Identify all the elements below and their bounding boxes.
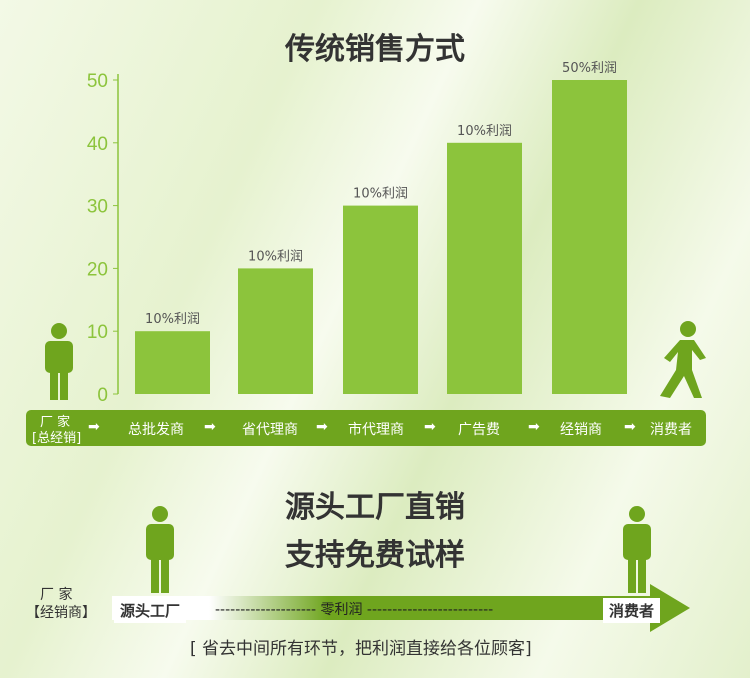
arrow-icon: ➡ (624, 419, 636, 435)
flow-item: 广告费 (458, 422, 500, 438)
y-tick-label: 40 (87, 134, 108, 155)
standing-person-icon (623, 506, 651, 593)
flow-item: 厂 家 (40, 415, 71, 430)
source-factory-box: 源头工厂 (114, 598, 187, 623)
bar (238, 268, 313, 394)
zero-profit-label: -------------------- 零利润 ---------------… (215, 602, 494, 618)
standing-person-icon (45, 323, 73, 400)
flow-item: 消费者 (650, 422, 692, 438)
bar (343, 205, 418, 394)
bar (135, 331, 210, 394)
direct-sale-heading: 源头工厂直销 (285, 490, 465, 525)
bar (447, 142, 522, 394)
arrow-icon: ➡ (424, 419, 436, 435)
data-label: 50%利润 (562, 61, 617, 76)
free-sample-heading: 支持免费试样 (285, 538, 465, 573)
arrow-icon: ➡ (528, 419, 540, 435)
bar (552, 80, 627, 394)
direct-flow-band (112, 596, 652, 620)
data-label: 10%利润 (353, 187, 408, 202)
walking-person-icon (660, 321, 706, 398)
flow-item: [总经销] (32, 431, 82, 446)
y-tick-label: 0 (97, 385, 108, 406)
page-title: 传统销售方式 (285, 32, 465, 67)
traditional-flow-bar: 厂 家 [总经销] ➡ 总批发商 ➡ 省代理商 ➡ 市代理商 ➡ 广告费 ➡ 经… (26, 410, 706, 446)
data-label: 10%利润 (457, 124, 512, 139)
flow-item: 市代理商 (348, 422, 404, 438)
flow-item: 经销商 (560, 422, 602, 438)
consumer-box: 消费者 (603, 598, 661, 623)
flow-item: 总批发商 (128, 422, 184, 438)
bar-chart: 0 10 20 30 40 50 10%利润 10%利润 10%利润 10%利润 50%利润 (87, 61, 627, 406)
y-tick-label: 20 (87, 259, 108, 280)
y-tick-label: 50 (87, 71, 108, 92)
factory-label: 厂 家 (40, 587, 73, 603)
data-label: 10%利润 (145, 312, 200, 327)
standing-person-icon (146, 506, 174, 593)
y-tick-label: 30 (87, 197, 108, 218)
note-text: [ 省去中间所有环节，把利润直接给各位顾客] (190, 639, 532, 659)
flow-item: 省代理商 (242, 422, 298, 438)
distributor-label: 【经销商】 (26, 605, 96, 621)
arrow-icon: ➡ (316, 419, 328, 435)
arrow-icon: ➡ (88, 419, 100, 435)
data-label: 10%利润 (248, 249, 303, 264)
y-tick-label: 10 (87, 322, 108, 343)
arrow-icon: ➡ (204, 419, 216, 435)
